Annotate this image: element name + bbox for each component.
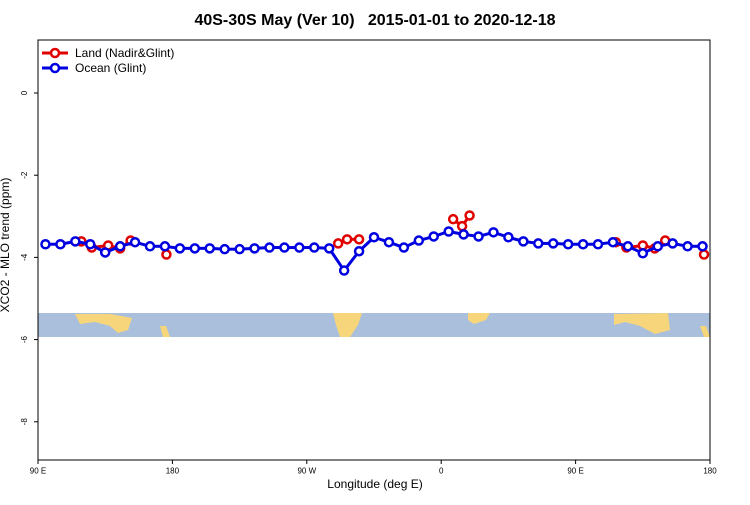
point <box>353 245 365 257</box>
point <box>697 241 708 252</box>
point <box>219 243 230 255</box>
point <box>682 241 693 252</box>
point <box>114 241 126 252</box>
y-tick-label: -8 <box>20 418 29 426</box>
point <box>607 236 619 248</box>
point <box>652 241 663 252</box>
point <box>159 241 171 252</box>
point <box>577 238 589 250</box>
point <box>294 242 305 253</box>
y-tick-label: -6 <box>20 335 29 343</box>
y-tick-label: 0 <box>20 90 29 95</box>
point <box>338 265 350 276</box>
point <box>204 243 215 254</box>
legend-label: Ocean (Glint) <box>75 61 146 75</box>
point <box>488 227 499 238</box>
point <box>55 238 66 250</box>
point <box>161 249 172 260</box>
point <box>249 243 260 254</box>
x-tick-label: 180 <box>166 467 180 476</box>
point <box>398 242 410 253</box>
point <box>503 232 514 243</box>
point <box>85 238 96 250</box>
point <box>144 241 156 252</box>
y-tick-label: -4 <box>20 253 29 261</box>
point <box>456 220 468 232</box>
point <box>40 238 51 250</box>
x-axis-label: Longitude (deg E) <box>327 477 422 491</box>
x-tick-label: 90 E <box>567 467 583 476</box>
x-tick-label: 90 E <box>30 467 46 476</box>
point <box>264 242 275 253</box>
x-tick-label: 90 W <box>297 467 316 476</box>
point <box>667 238 678 249</box>
point <box>70 236 81 247</box>
point <box>637 248 649 259</box>
point <box>443 226 454 237</box>
point <box>332 238 344 249</box>
point <box>473 231 484 242</box>
y-tick-label: -2 <box>20 171 29 179</box>
point <box>189 243 201 254</box>
map-strip <box>38 313 710 337</box>
chart-title: 40S-30S May (Ver 10) 2015-01-01 to 2020-… <box>194 12 555 29</box>
point <box>547 238 559 249</box>
point <box>323 243 335 254</box>
point <box>698 249 710 260</box>
point <box>533 238 544 249</box>
legend-marker <box>49 62 61 74</box>
point <box>428 231 439 242</box>
plot-frame <box>37 39 711 461</box>
legend-marker <box>49 47 61 59</box>
point <box>447 213 459 225</box>
point <box>99 247 111 258</box>
point <box>353 234 365 245</box>
point <box>464 210 475 221</box>
point <box>129 236 141 248</box>
point <box>413 235 425 246</box>
point <box>518 236 529 247</box>
point <box>592 238 604 250</box>
point <box>383 236 395 248</box>
point <box>458 229 469 240</box>
point <box>279 242 290 253</box>
x-tick-label: 180 <box>703 467 717 476</box>
legend-label: Land (Nadir&Glint) <box>75 46 174 60</box>
x-tick-label: 0 <box>439 467 444 476</box>
point <box>368 232 380 243</box>
point <box>622 241 634 252</box>
point <box>234 243 245 255</box>
y-axis-label: XCO2 - MLO trend (ppm) <box>0 178 12 313</box>
point <box>309 242 320 253</box>
point <box>174 243 186 254</box>
point <box>341 234 353 245</box>
point <box>562 238 574 250</box>
